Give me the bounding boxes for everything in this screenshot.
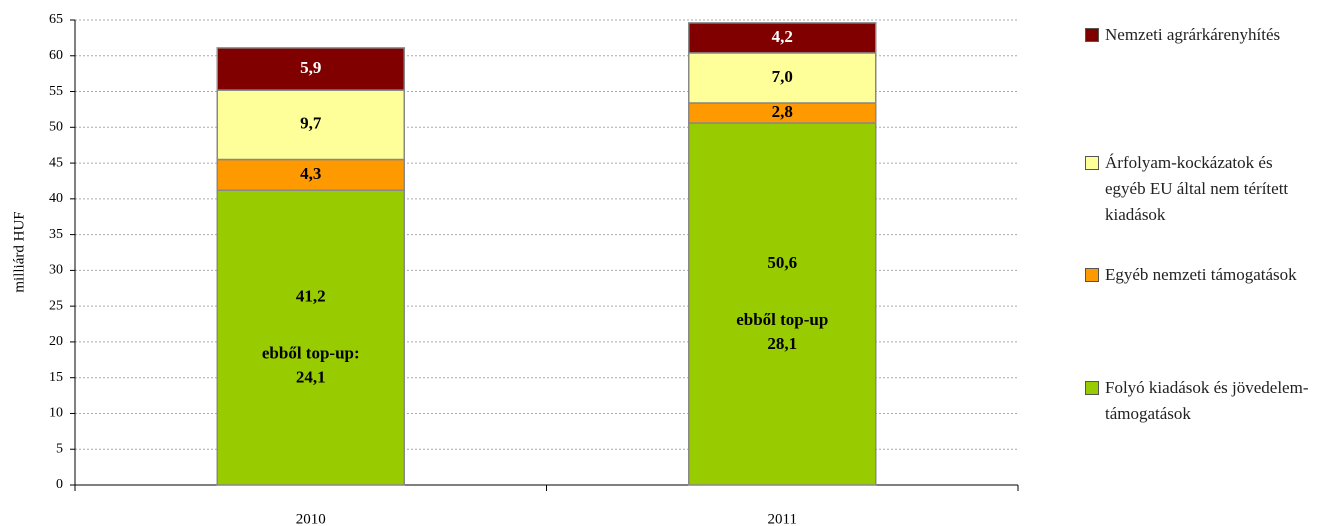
legend-label: Folyó kiadások és jövedelem-támogatások — [1105, 378, 1309, 423]
bar-segment — [688, 22, 877, 54]
legend-swatch — [1085, 381, 1099, 395]
y-tick-label: 60 — [49, 48, 63, 63]
legend-swatch — [1085, 156, 1099, 170]
bar-segment — [688, 52, 877, 104]
bar-segment — [688, 122, 877, 486]
data-label: 50,6 — [767, 253, 797, 272]
y-tick-label: 50 — [49, 120, 63, 135]
x-tick-label: 2010 — [296, 511, 326, 526]
bar-segment — [216, 189, 405, 486]
legend-swatch — [1085, 28, 1099, 42]
y-tick-label: 55 — [49, 84, 63, 99]
annotation: 24,1 — [296, 368, 326, 387]
legend-item: Egyéb nemzeti támogatások — [1085, 262, 1315, 288]
y-tick-label: 35 — [49, 227, 63, 242]
legend-label: Egyéb nemzeti támogatások — [1105, 265, 1297, 284]
data-label: 9,7 — [300, 114, 322, 133]
y-tick-label: 65 — [49, 12, 63, 27]
data-label: 7,0 — [772, 67, 793, 86]
y-tick-label: 20 — [49, 334, 63, 349]
y-tick-label: 25 — [49, 298, 63, 313]
y-tick-label: 5 — [56, 441, 63, 456]
data-label: 5,9 — [300, 58, 321, 77]
legend-label: Nemzeti agrárkárenyhítés — [1105, 25, 1281, 44]
annotation: ebből top-up: — [262, 344, 360, 363]
bar-segment — [216, 89, 405, 161]
legend-item: Árfolyam-kockázatok és egyéb EU által ne… — [1085, 150, 1315, 228]
x-tick-label: 2011 — [768, 511, 797, 526]
y-tick-label: 15 — [49, 370, 63, 385]
legend-label: Árfolyam-kockázatok és egyéb EU által ne… — [1105, 153, 1289, 224]
data-label: 4,3 — [300, 164, 321, 183]
legend-swatch — [1085, 268, 1099, 282]
y-tick-label: 40 — [49, 191, 63, 206]
annotation: ebből top-up — [736, 310, 828, 329]
y-tick-label: 0 — [56, 477, 63, 492]
y-tick-label: 45 — [49, 155, 63, 170]
data-label: 2,8 — [772, 102, 793, 121]
data-label: 4,2 — [772, 27, 793, 46]
bar-segment — [216, 47, 405, 91]
legend-item: Folyó kiadások és jövedelem-támogatások — [1085, 375, 1315, 427]
data-label: 41,2 — [296, 287, 326, 306]
annotation: 28,1 — [767, 334, 797, 353]
y-tick-label: 30 — [49, 263, 63, 278]
y-tick-label: 10 — [49, 406, 63, 421]
legend-item: Nemzeti agrárkárenyhítés — [1085, 22, 1315, 48]
y-axis-label: milliárd HUF — [11, 211, 27, 292]
